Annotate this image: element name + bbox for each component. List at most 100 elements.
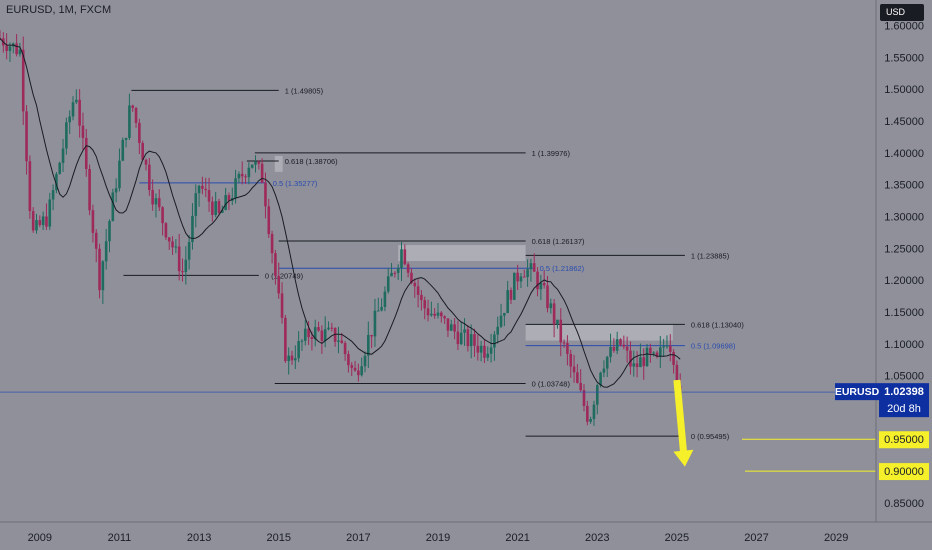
candle-body [542, 283, 546, 286]
candle-body [48, 199, 52, 227]
candle-body [61, 148, 65, 163]
price-tick-label: 1.55000 [884, 52, 924, 64]
candle-body [632, 363, 636, 367]
time-tick-label: 2015 [266, 532, 290, 544]
candle-body [104, 241, 108, 262]
candle-body [217, 201, 221, 213]
target-price-label: 0.90000 [884, 466, 924, 478]
candle-body [642, 357, 646, 367]
candle-body [284, 317, 287, 362]
candle-body [138, 122, 141, 143]
candle-body [240, 173, 244, 177]
candle-body [672, 351, 675, 365]
candle-body [337, 340, 340, 342]
candle-body [260, 163, 264, 183]
candle-body [423, 300, 427, 309]
currency-unit-button[interactable]: USD [880, 4, 924, 21]
candle-body [184, 259, 188, 273]
candle-body [300, 340, 304, 342]
candle-body [65, 122, 68, 149]
candle-body [556, 319, 559, 325]
candle-body [164, 223, 168, 238]
candle-body [390, 272, 393, 277]
candle-body [589, 419, 592, 422]
candle-body [267, 206, 271, 234]
candle-body [592, 404, 596, 420]
candle-body [227, 195, 231, 201]
candle-body [483, 345, 486, 358]
candle-body [668, 345, 672, 352]
candle-body [131, 105, 135, 108]
candle-body [562, 342, 566, 344]
current-price-label: 1.02398 [884, 386, 924, 398]
fib-level-label: 0.618 (1.38706) [285, 157, 338, 166]
candle-body [675, 364, 679, 386]
target-price-label: 0.95000 [884, 434, 924, 446]
candle-body [629, 350, 632, 367]
price-tick-label: 1.60000 [884, 20, 924, 32]
target-price-tag [879, 463, 929, 481]
candle-body [38, 220, 42, 226]
candle-body [406, 264, 410, 273]
candle-body [45, 216, 48, 227]
candle-body [416, 286, 420, 295]
symbol-info[interactable]: EURUSD, 1M, FXCM [6, 4, 112, 16]
time-axis[interactable]: 2009 2011 2013 2015 2017 2019 2021 2023 2025 2027… [28, 532, 849, 544]
candle-body [317, 327, 320, 331]
candle-body [662, 346, 665, 348]
candle-body [655, 352, 659, 357]
time-tick-label: 2021 [505, 532, 529, 544]
candle-body [559, 319, 563, 343]
price-tags: EURUSD 1.02398 20d 8h 0.95000 0.90000 [835, 383, 929, 481]
projection-overlay [0, 379, 876, 472]
candle-body [486, 353, 490, 358]
candle-body [187, 242, 191, 260]
candle-body [98, 248, 101, 291]
candle-body [403, 249, 407, 265]
candle-body [28, 161, 32, 212]
candle-body [383, 291, 387, 307]
candle-body [197, 185, 201, 194]
candle-body [459, 332, 463, 345]
candle-body [154, 198, 158, 205]
candle-body [214, 201, 217, 215]
candle-body [476, 345, 480, 353]
candle-body [280, 293, 284, 318]
candle-body [270, 233, 274, 254]
candle-body [380, 306, 383, 311]
candle-body [81, 125, 85, 138]
fib-level-label: 1 (1.23885) [691, 251, 730, 260]
price-tick-label: 1.20000 [884, 275, 924, 287]
price-tick-label: 1.25000 [884, 243, 924, 255]
candle-body [376, 310, 380, 312]
fib-level-label: 0 (0.95495) [691, 432, 730, 441]
candle-body [35, 220, 38, 231]
candle-body [499, 315, 503, 327]
candle-body [347, 354, 350, 366]
candle-body [546, 285, 549, 309]
price-tick-label: 1.45000 [884, 116, 924, 128]
price-axis[interactable]: 1.60000 1.55000 1.50000 1.45000 1.40000 1.350… [884, 20, 924, 509]
candle-body [602, 368, 606, 373]
price-tick-label: 1.40000 [884, 148, 924, 160]
candle-body [586, 405, 589, 422]
candle-body [191, 215, 194, 243]
candle-body [211, 201, 214, 215]
candle-body [659, 347, 662, 357]
candle-body [121, 139, 125, 161]
candle-body [605, 356, 609, 369]
candle-body [78, 99, 81, 126]
candle-body [68, 116, 71, 123]
candle-body [625, 346, 629, 351]
candle-body [645, 347, 649, 367]
candle-body [177, 246, 181, 272]
candle-body [612, 347, 616, 351]
candle-body [118, 160, 121, 189]
candle-body [237, 173, 241, 179]
candle-body [400, 249, 403, 268]
price-tick-label: 0.85000 [884, 498, 924, 510]
candle-body [370, 334, 373, 337]
candle-body [31, 211, 35, 231]
fib-level-label: 0.5 (1.21862) [540, 264, 585, 273]
